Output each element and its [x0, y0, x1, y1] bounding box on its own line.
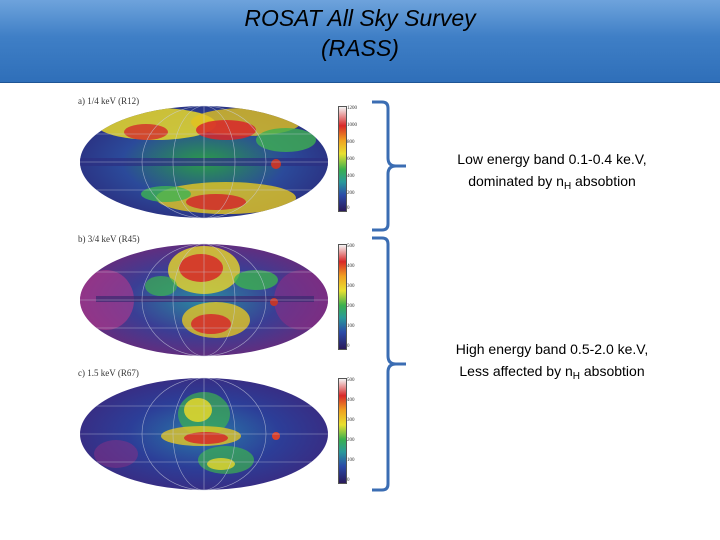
panel-label: a) 1/4 keV (R12): [78, 96, 140, 106]
high-band-line1: High energy band 0.5-2.0 ke.V,: [455, 341, 649, 357]
colorbar-tick: 300: [347, 284, 355, 289]
high-band-bracket: [372, 236, 406, 492]
slide-subtitle: (RASS): [321, 35, 399, 61]
colorbar-tick: 0: [347, 206, 350, 211]
colorbar-ticks: 500 400 300 200 100 0: [347, 378, 369, 484]
title-bar: ROSAT All Sky Survey (RASS): [0, 0, 720, 83]
sky-map-image: [80, 243, 328, 357]
colorbar-tick: 200: [347, 438, 355, 443]
sky-map-panel-1: a) 1/4 keV (R12): [76, 94, 368, 224]
colorbar-tick: 500: [347, 244, 355, 249]
colorbar-tick: 200: [347, 191, 355, 196]
colorbar-tick: 500: [347, 378, 355, 383]
colorbar-tick: 0: [347, 478, 350, 483]
colorbar-ticks: 1200 1000 800 600 400 200 0: [347, 106, 369, 212]
colorbar: [338, 378, 347, 484]
sky-map-image: [80, 105, 328, 219]
colorbar-tick: 400: [347, 174, 355, 179]
sky-map-image: [80, 377, 328, 491]
sky-map-panel-3: c) 1.5 keV (R67): [76, 366, 368, 496]
low-band-bracket: [372, 100, 406, 232]
colorbar-tick: 1000: [347, 123, 357, 128]
colorbar-tick: 100: [347, 458, 355, 463]
low-band-caption: Low energy band 0.1-0.4 ke.V, dominated …: [422, 148, 682, 198]
colorbar-ticks: 500 400 300 200 100 0: [347, 244, 369, 350]
panel-label: b) 3/4 keV (R45): [78, 234, 140, 244]
rass-sky-maps-figure: a) 1/4 keV (R12): [76, 94, 368, 496]
high-band-line2: Less affected by nH absobtion: [459, 363, 645, 382]
colorbar-tick: 200: [347, 304, 355, 309]
sky-map-panel-2: b) 3/4 keV (R45): [76, 232, 368, 362]
low-band-line1: Low energy band 0.1-0.4 ke.V,: [457, 151, 647, 167]
colorbar-tick: 1200: [347, 106, 357, 111]
colorbar: [338, 244, 347, 350]
low-band-line2: dominated by nH absobtion: [468, 173, 636, 192]
colorbar-tick: 0: [347, 344, 350, 349]
colorbar: [338, 106, 347, 212]
colorbar-tick: 100: [347, 324, 355, 329]
colorbar-tick: 300: [347, 418, 355, 423]
colorbar-tick: 800: [347, 140, 355, 145]
slide-title: ROSAT All Sky Survey: [244, 5, 476, 31]
colorbar-tick: 600: [347, 157, 355, 162]
colorbar-tick: 400: [347, 264, 355, 269]
panel-label: c) 1.5 keV (R67): [78, 368, 139, 378]
colorbar-tick: 400: [347, 398, 355, 403]
high-band-caption: High energy band 0.5-2.0 ke.V, Less affe…: [422, 338, 682, 388]
